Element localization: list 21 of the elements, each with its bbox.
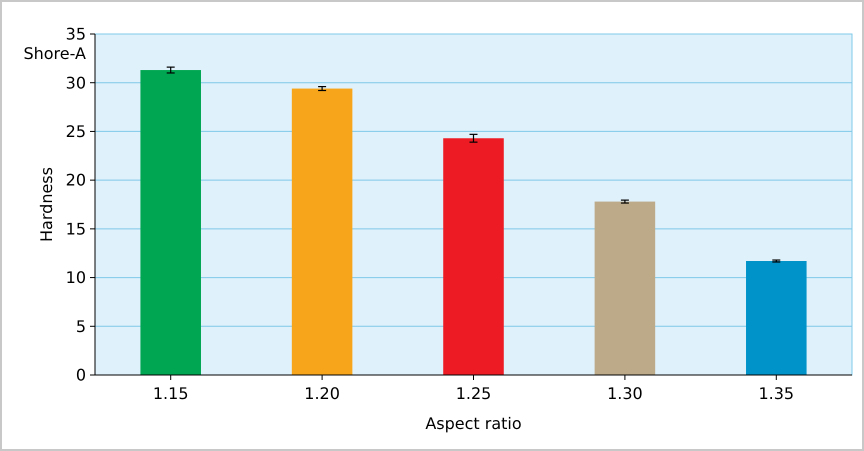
y-tick-label: 30	[66, 73, 86, 92]
bar	[443, 138, 504, 375]
x-tick-label: 1.15	[152, 384, 189, 403]
x-tick-label: 1.20	[304, 384, 340, 403]
y-tick-label: 0	[76, 366, 86, 385]
y-tick-label: 25	[66, 122, 86, 142]
x-tick-label: 1.25	[456, 384, 492, 403]
y-tick-label: 20	[66, 170, 86, 190]
x-tick-label: 1.30	[607, 384, 643, 403]
y-tick-label: 5	[76, 316, 86, 336]
bar	[746, 261, 807, 375]
y-axis-title: Hardness	[37, 167, 56, 242]
y-tick-label: 15	[66, 219, 86, 238]
x-axis-title: Aspect ratio	[425, 414, 522, 433]
bar	[594, 202, 656, 375]
text: Shore-A	[23, 44, 86, 63]
bar	[140, 70, 201, 375]
y-tick-label: 10	[66, 268, 86, 288]
y-tick-label: 35	[66, 24, 86, 44]
bar	[292, 88, 352, 375]
x-tick-label: 1.35	[758, 384, 794, 403]
